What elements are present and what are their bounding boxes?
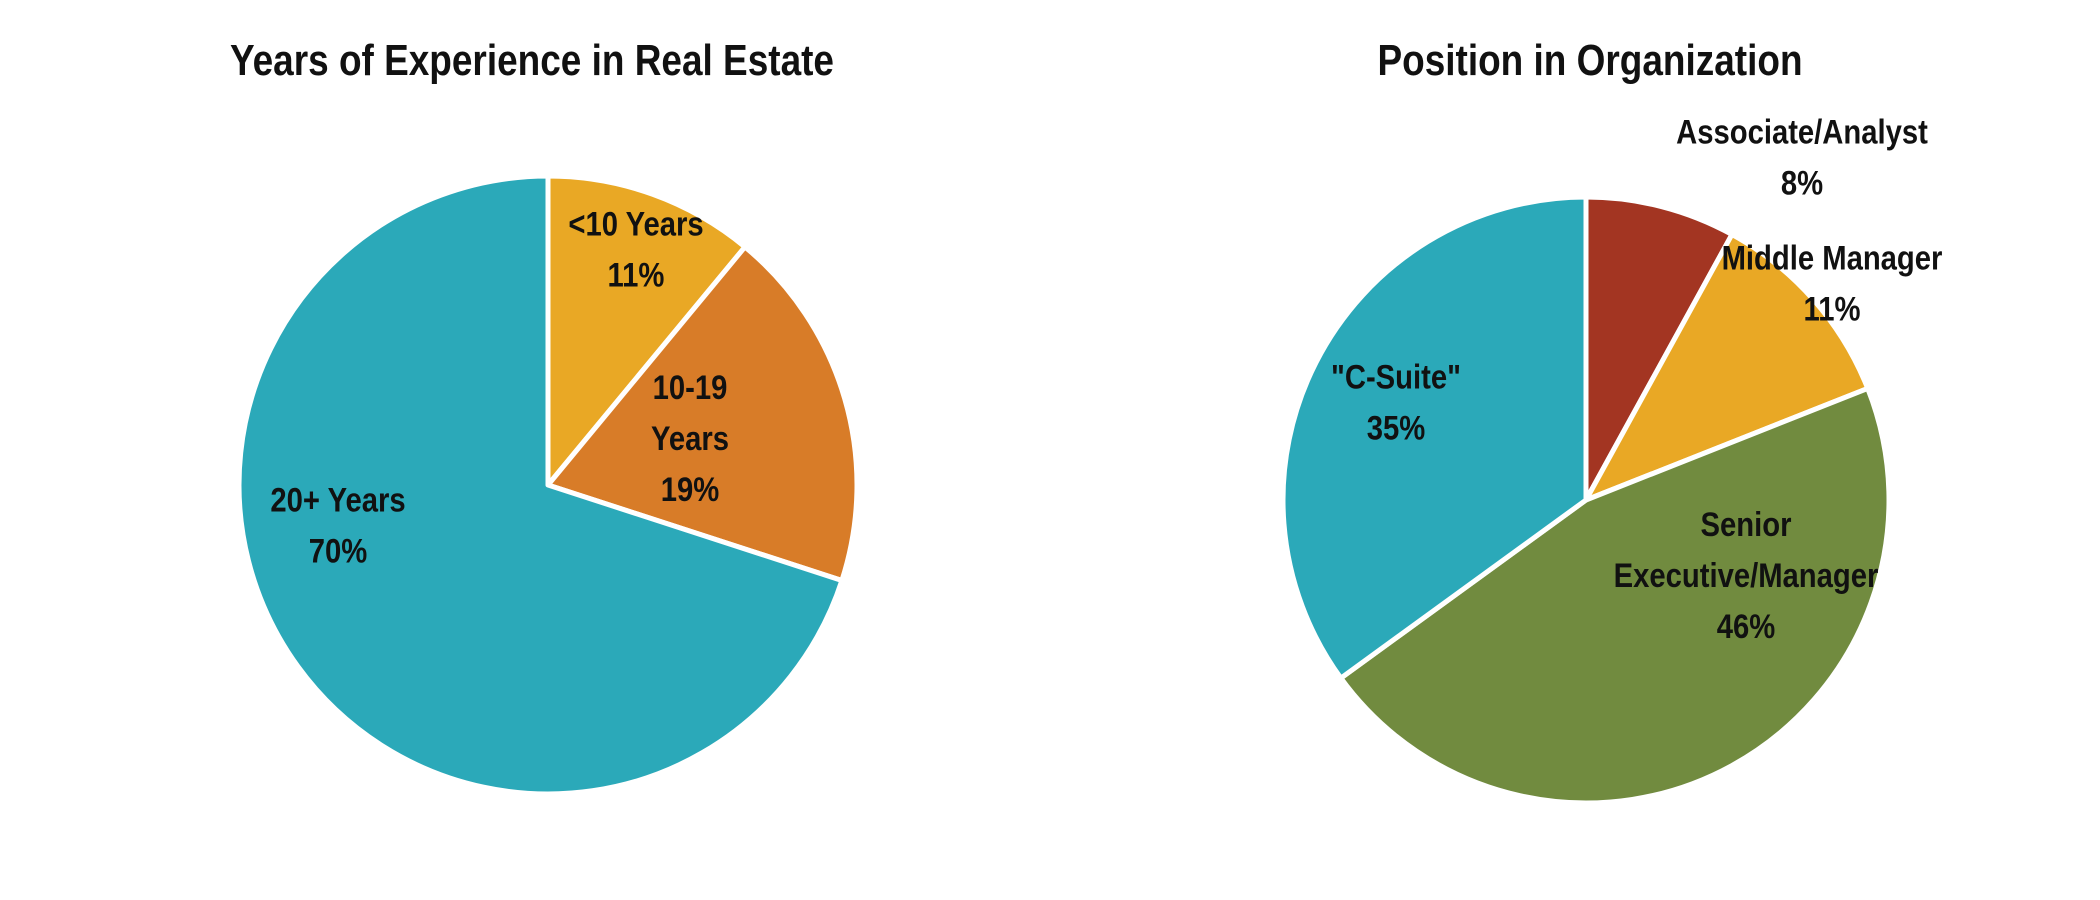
slice-label-text: 20+ Years <box>270 480 405 519</box>
pie-slice-position-3 <box>1280 194 1589 681</box>
slice-label-text: Executive/Manager <box>1614 556 1879 595</box>
slice-value-text: 11% <box>608 255 665 294</box>
slice-label-experience-2: 20+ Years 70% <box>270 480 405 570</box>
slice-label-position-3: "C-Suite" 35% <box>1331 357 1461 447</box>
slice-label-text: 10-19 <box>653 368 728 407</box>
slice-label-text: Middle Manager <box>1722 238 1943 277</box>
slice-value-text: 35% <box>1367 408 1425 447</box>
pie-slice-experience-0 <box>545 173 748 488</box>
slice-label-text: Associate/Analyst <box>1676 112 1928 151</box>
chart-title-experience: Years of Experience in Real Estate <box>230 36 834 85</box>
pie-slice-experience-1 <box>545 244 860 583</box>
slice-label-experience-1: 10-19 Years 19% <box>651 368 729 509</box>
slice-label-position-0: Associate/Analyst 8% <box>1676 112 1928 202</box>
pie-slice-experience-2 <box>236 173 845 797</box>
slice-value-text: 11% <box>1804 289 1861 328</box>
slice-value-text: 70% <box>309 531 367 570</box>
slice-value-text: 19% <box>661 470 719 509</box>
slice-label-experience-0: <10 Years 11% <box>568 204 703 294</box>
pie-slice-position-2 <box>1338 385 1892 806</box>
pie-slice-position-0 <box>1583 194 1735 503</box>
slice-label-position-2: Senior Executive/Manager 46% <box>1614 505 1879 646</box>
slice-value-text: 46% <box>1717 607 1775 646</box>
pie-slice-position-1 <box>1583 231 1871 503</box>
slice-label-text: Senior <box>1701 505 1792 544</box>
slice-label-text: <10 Years <box>568 204 703 243</box>
slice-label-position-1: Middle Manager 11% <box>1722 238 1943 328</box>
chart-title-position: Position in Organization <box>1377 36 1803 85</box>
slice-label-text: Years <box>651 419 729 458</box>
slice-value-text: 8% <box>1781 163 1823 202</box>
slice-label-text: "C-Suite" <box>1331 357 1461 396</box>
